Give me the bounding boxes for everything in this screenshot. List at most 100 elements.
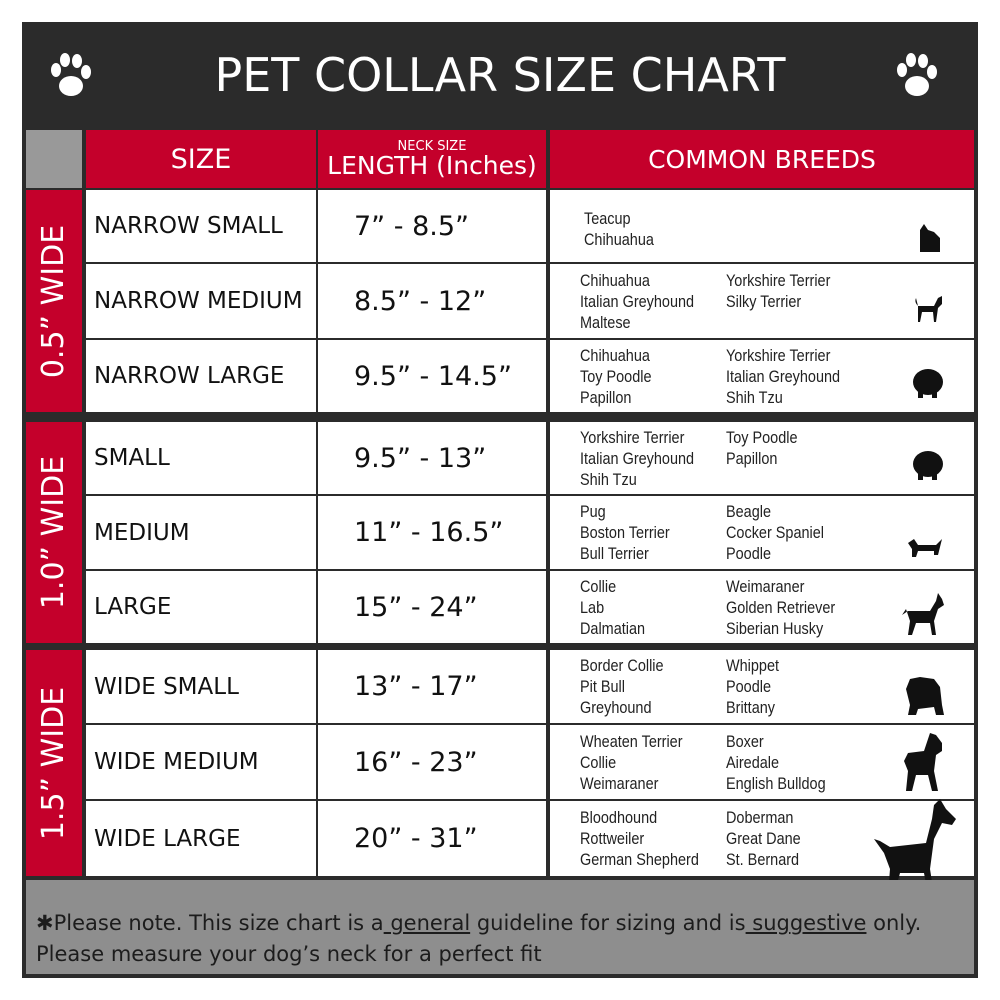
length-cell: 9.5” - 14.5”	[318, 340, 546, 412]
breed: Chihuahua	[584, 230, 654, 249]
breeds-cell: Collie Lab Dalmatian Weimaraner Golden Retri…	[550, 571, 974, 643]
header-neck-size: NECK SIZE	[397, 139, 467, 154]
breed: Dalmatian	[580, 618, 646, 638]
header-size: SIZE	[86, 130, 316, 188]
breeds-cell: Chihuahua Toy Poodle Papillon Yorkshire Ter…	[550, 340, 974, 412]
breed-list: Boxer Airedale English Bulldog	[726, 731, 826, 794]
breed-list: Toy Poodle Papillon	[726, 427, 798, 469]
breed: Siberian Husky	[726, 618, 824, 638]
size-cell: WIDE SMALL	[86, 650, 316, 723]
breed-list: Chihuahua Italian Greyhound Maltese	[580, 270, 694, 333]
breed-list: Teacup Chihuahua	[584, 208, 654, 250]
breed: Papillon	[726, 448, 778, 468]
paw-icon	[51, 53, 91, 96]
breed: Weimaraner	[726, 576, 805, 596]
breed-list: Doberman Great Dane St. Bernard	[726, 807, 801, 870]
breed-list: Whippet Poodle Brittany	[726, 655, 779, 718]
pomeranian-silhouette-icon	[913, 451, 943, 480]
header-breeds: COMMON BREEDS	[550, 130, 974, 188]
breed: Bull Terrier	[580, 544, 649, 563]
header-length: NECK SIZE LENGTH (Inches)	[318, 130, 546, 188]
breed: Airedale	[726, 752, 780, 772]
breed: Teacup	[584, 209, 631, 228]
breed-list: Beagle Cocker Spaniel Poodle	[726, 501, 824, 564]
size-cell: SMALL	[86, 422, 316, 494]
breed: Weimaraner	[580, 773, 659, 793]
breed: St. Bernard	[726, 850, 800, 869]
breed-list: Collie Lab Dalmatian	[580, 576, 645, 639]
breeds-cell: Teacup Chihuahua	[550, 190, 974, 262]
breed-list: Yorkshire Terrier Silky Terrier	[726, 270, 830, 312]
breed: Shih Tzu	[580, 469, 637, 489]
breed: Border Collie	[580, 656, 664, 675]
chihuahua-silhouette-icon	[915, 296, 942, 322]
breed: Doberman	[726, 808, 794, 827]
breed: German Shepherd	[580, 850, 699, 869]
group-label: 0.5” WIDE	[26, 190, 82, 412]
breed: Brittany	[726, 698, 775, 717]
size-cell: LARGE	[86, 571, 316, 643]
breed: Cocker Spaniel	[726, 523, 824, 542]
breed: Poodle	[726, 677, 771, 696]
breeds-cell: Yorkshire Terrier Italian Greyhound Shih T…	[550, 422, 974, 494]
dachshund-silhouette-icon	[908, 539, 942, 557]
breeds-cell: Pug Boston Terrier Bull Terrier Beagle Cocke…	[550, 496, 974, 569]
breed: Collie	[580, 576, 617, 596]
breed-list: Border Collie Pit Bull Greyhound	[580, 655, 664, 718]
breed: Yorkshire Terrier	[726, 270, 831, 290]
footer-note: ✱Please note. This size chart is a gener…	[26, 880, 974, 974]
breed: Boston Terrier	[580, 523, 670, 542]
corner-cell	[26, 130, 82, 188]
breed-list: Wheaten Terrier Collie Weimaraner	[580, 731, 683, 794]
size-cell: NARROW MEDIUM	[86, 264, 316, 338]
length-cell: 9.5” - 13”	[318, 422, 546, 494]
breed: Golden Retriever	[726, 597, 836, 617]
size-cell: WIDE MEDIUM	[86, 725, 316, 799]
breed: Maltese	[580, 312, 631, 332]
size-chart: PET COLLAR SIZE CHART SIZE NECK SIZE LEN…	[22, 22, 978, 978]
page-title: PET COLLAR SIZE CHART	[214, 48, 786, 102]
breed: Lab	[580, 597, 605, 617]
header-length-label: LENGTH (Inches)	[327, 151, 537, 180]
size-cell: NARROW LARGE	[86, 340, 316, 412]
breed: Chihuahua	[580, 270, 650, 290]
breeds-cell: Border Collie Pit Bull Greyhound Whippet Poo…	[550, 650, 974, 723]
breed: Beagle	[726, 502, 771, 521]
pitbull-silhouette-icon	[904, 733, 942, 791]
breed: Italian Greyhound	[726, 366, 841, 386]
breed: Silky Terrier	[726, 291, 802, 311]
breed: Yorkshire Terrier	[580, 427, 685, 447]
size-cell: NARROW SMALL	[86, 190, 316, 262]
group-label: 1.5” WIDE	[26, 650, 82, 876]
breed: Bloodhound	[580, 808, 658, 827]
length-cell: 15” - 24”	[318, 571, 546, 643]
group-label: 1.0” WIDE	[26, 422, 82, 643]
breed-list: Yorkshire Terrier Italian Greyhound Shih T…	[726, 345, 840, 408]
breed: Pit Bull	[580, 677, 625, 696]
length-cell: 11” - 16.5”	[318, 496, 546, 569]
breed: Collie	[580, 752, 617, 772]
breed: Papillon	[580, 387, 632, 407]
breed: Italian Greyhound	[580, 448, 695, 468]
breed: Rottweiler	[580, 829, 645, 848]
length-cell: 16” - 23”	[318, 725, 546, 799]
breed-list: Weimaraner Golden Retriever Siberian Husky	[726, 576, 835, 639]
breed-list: Pug Boston Terrier Bull Terrier	[580, 501, 670, 564]
breed: Greyhound	[580, 698, 652, 717]
breed-list: Bloodhound Rottweiler German Shepherd	[580, 807, 699, 870]
breed: Pug	[580, 502, 606, 521]
length-cell: 20” - 31”	[318, 801, 546, 876]
breed-list: Chihuahua Toy Poodle Papillon	[580, 345, 652, 408]
paw-icon	[897, 53, 937, 96]
size-cell: MEDIUM	[86, 496, 316, 569]
length-cell: 8.5” - 12”	[318, 264, 546, 338]
breeds-cell: Chihuahua Italian Greyhound Maltese Yorkshi…	[550, 264, 974, 338]
length-cell: 7” - 8.5”	[318, 190, 546, 262]
bulldog-silhouette-icon	[906, 677, 944, 715]
breed: Toy Poodle	[580, 366, 652, 386]
breed: Whippet	[726, 656, 780, 675]
breed: Toy Poodle	[726, 427, 798, 447]
breed: Boxer	[726, 731, 764, 751]
yorkie-silhouette-icon	[920, 224, 940, 252]
breed: Wheaten Terrier	[580, 731, 683, 751]
